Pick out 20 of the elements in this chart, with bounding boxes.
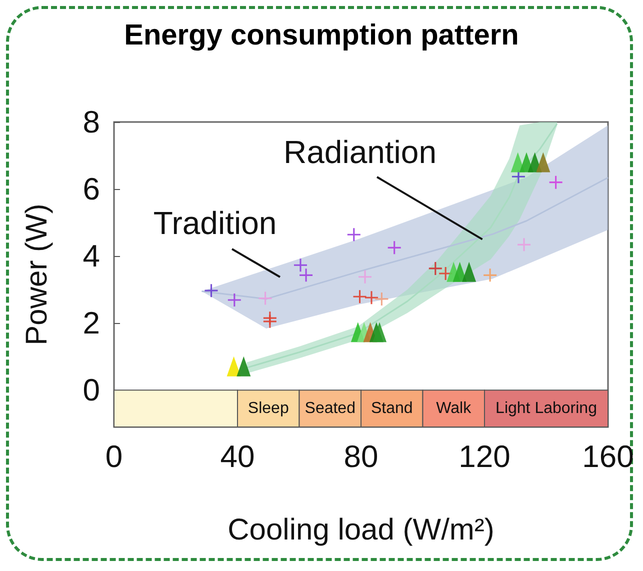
y-axis-title: Power (W) bbox=[20, 204, 54, 346]
band-label: Stand bbox=[370, 400, 413, 418]
chart-title: Energy consumption pattern bbox=[124, 20, 519, 52]
y-tick-label: 0 bbox=[82, 372, 100, 408]
annotation: Tradition bbox=[153, 205, 277, 241]
y-tick-label: 4 bbox=[82, 238, 100, 274]
x-axis-title: Cooling load (W/m²) bbox=[228, 514, 494, 546]
x-tick-label: 80 bbox=[344, 439, 378, 474]
x-tick-label: 0 bbox=[105, 439, 123, 474]
band-label: Seated bbox=[304, 400, 356, 418]
y-tick-label: 8 bbox=[82, 104, 100, 140]
band-label: Walk bbox=[436, 400, 472, 418]
y-tick-label: 2 bbox=[82, 306, 100, 341]
x-tick-label: 120 bbox=[458, 439, 510, 474]
x-tick-label: 40 bbox=[220, 439, 255, 474]
x-tick-label: 160 bbox=[582, 439, 634, 474]
y-tick-label: 6 bbox=[82, 172, 100, 207]
band-label: Light Laboring bbox=[496, 400, 597, 418]
band-label: Sleep bbox=[248, 400, 289, 418]
annotation: Radiantion bbox=[284, 134, 436, 170]
